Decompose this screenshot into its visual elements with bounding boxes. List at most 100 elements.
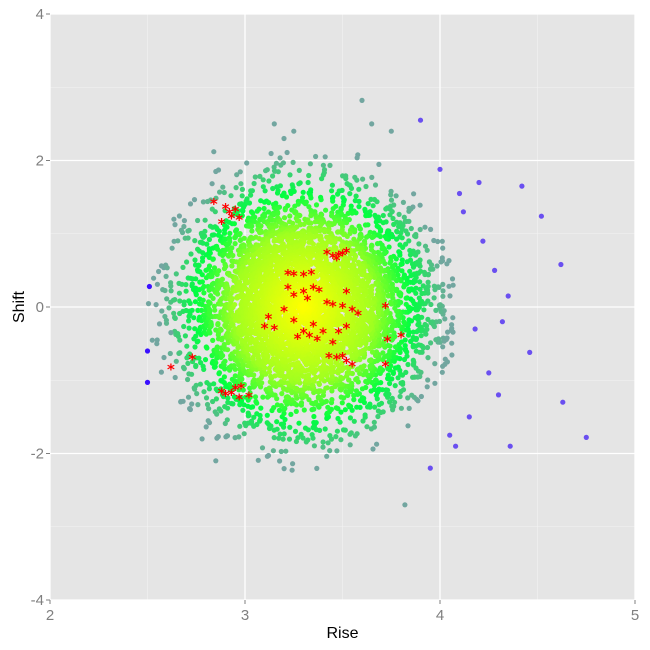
density-point: [357, 371, 363, 377]
density-point: [202, 233, 208, 239]
density-point: [384, 236, 390, 242]
density-point: [245, 410, 251, 416]
density-point: [237, 394, 243, 401]
density-point: [236, 387, 242, 393]
density-point: [253, 398, 259, 405]
density-point: [311, 443, 317, 449]
density-point: [260, 177, 266, 183]
density-point: [282, 398, 288, 404]
density-point: [261, 199, 268, 205]
density-point: [396, 291, 402, 297]
density-point: [282, 207, 288, 213]
density-point: [392, 365, 399, 371]
density-point: [347, 191, 353, 197]
density-point: [360, 254, 366, 260]
density-point: [171, 310, 177, 316]
density-point: [192, 299, 198, 305]
density-point: [353, 376, 359, 383]
density-point: [364, 234, 370, 240]
density-point: [280, 421, 287, 427]
density-point: [173, 358, 179, 364]
density-point: [195, 402, 201, 408]
density-point: [330, 206, 336, 212]
density-point: [309, 432, 315, 438]
density-point: [322, 154, 328, 160]
density-point: [278, 403, 284, 409]
density-point: [387, 348, 393, 354]
density-point: [387, 310, 393, 317]
density-point: [305, 179, 311, 186]
density-point: [276, 407, 283, 413]
density-point: [405, 423, 411, 429]
density-point: [236, 232, 243, 238]
density-point: [348, 430, 354, 436]
density-point: [296, 420, 302, 426]
density-point: [151, 275, 157, 281]
density-point: [308, 195, 314, 201]
density-point: [351, 392, 357, 399]
density-point: [195, 338, 201, 344]
density-point: [325, 440, 331, 446]
density-point: [222, 208, 228, 214]
density-point: [408, 273, 414, 279]
density-point: [212, 364, 218, 370]
density-point: [442, 316, 448, 322]
density-point: [409, 392, 415, 398]
density-point: [252, 394, 259, 400]
density-point: [181, 218, 187, 224]
density-point: [392, 399, 398, 405]
density-point: [354, 367, 360, 373]
density-point: [187, 201, 194, 207]
density-point: [401, 284, 407, 290]
density-point: [293, 408, 299, 414]
density-point: [398, 261, 404, 267]
density-point: [266, 178, 272, 184]
density-point: [444, 261, 450, 267]
density-point: [193, 292, 199, 298]
density-point: [227, 381, 233, 387]
density-point: [425, 279, 431, 285]
density-point: [172, 374, 178, 381]
density-point: [433, 307, 439, 313]
density-point: [275, 169, 281, 175]
density-point: [172, 222, 178, 228]
density-point: [239, 193, 245, 199]
density-point: [377, 365, 383, 371]
density-point: [230, 322, 236, 328]
density-point: [375, 310, 381, 316]
density-point: [344, 370, 350, 376]
density-point: [202, 357, 209, 363]
density-point: [287, 424, 293, 430]
density-point: [345, 210, 351, 216]
density-point: [334, 428, 340, 434]
density-point: [380, 350, 386, 356]
density-point: [211, 303, 217, 309]
density-point: [365, 201, 371, 207]
density-point: [311, 419, 317, 426]
density-point: [251, 372, 257, 378]
density-point: [388, 197, 395, 203]
density-point: [195, 217, 201, 224]
density-point: [229, 245, 235, 251]
density-point: [438, 259, 444, 265]
density-point: [224, 433, 231, 439]
density-point: [399, 331, 405, 337]
density-point: [281, 466, 287, 472]
density-point: [388, 192, 394, 198]
density-point: [335, 367, 342, 373]
density-cloud: [145, 149, 456, 473]
density-point: [436, 302, 442, 308]
density-point: [171, 216, 177, 222]
density-point: [417, 226, 423, 233]
density-point: [328, 239, 335, 245]
density-point: [183, 282, 189, 288]
density-point: [329, 182, 335, 188]
density-point: [179, 281, 185, 287]
density-point: [287, 172, 293, 178]
density-point: [329, 188, 335, 194]
density-point: [191, 197, 198, 203]
density-point: [362, 209, 369, 215]
density-point: [206, 382, 213, 388]
density-point: [177, 298, 183, 304]
density-point: [290, 184, 296, 190]
